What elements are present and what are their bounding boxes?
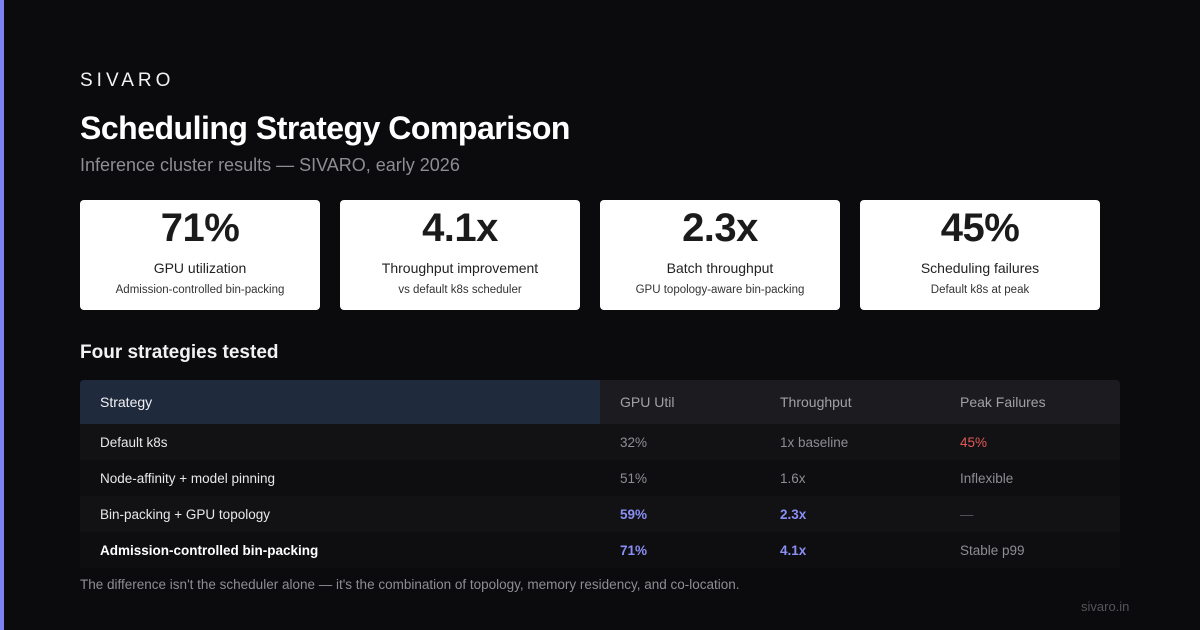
table-row: Bin-packing + GPU topology 59% 2.3x —	[80, 496, 1120, 532]
site-url: sivaro.in	[1081, 599, 1130, 614]
section-title: Four strategies tested	[80, 342, 279, 363]
cell-peak-failures: —	[960, 506, 974, 522]
stat-card-gpu-utilization: 71% GPU utilization Admission-controlled…	[80, 200, 320, 310]
stat-sublabel: Admission-controlled bin-packing	[115, 284, 285, 296]
stat-value: 71%	[160, 206, 240, 250]
column-header-peak-failures: Peak Failures	[960, 394, 1046, 410]
table-header: Strategy GPU Util Throughput Peak Failur…	[80, 380, 1120, 424]
stat-value: 45%	[940, 206, 1020, 250]
table-row: Default k8s 32% 1x baseline 45%	[80, 424, 1120, 460]
stat-label: GPU utilization	[153, 260, 247, 276]
column-header-throughput: Throughput	[780, 394, 852, 410]
stat-label: Throughput improvement	[381, 260, 539, 276]
stat-card-batch-throughput: 2.3x Batch throughput GPU topology-aware…	[600, 200, 840, 310]
column-header-strategy: Strategy	[80, 380, 600, 424]
cell-strategy: Bin-packing + GPU topology	[100, 506, 270, 522]
cell-gpu-util: 32%	[620, 434, 648, 450]
cell-gpu-util: 51%	[620, 470, 648, 486]
stat-sublabel: Default k8s at peak	[930, 284, 1030, 296]
table-row: Node-affinity + model pinning 51% 1.6x I…	[80, 460, 1120, 496]
strategies-table: Strategy GPU Util Throughput Peak Failur…	[80, 380, 1120, 568]
stat-sublabel: vs default k8s scheduler	[398, 284, 522, 296]
page-title: Scheduling Strategy Comparison	[80, 110, 570, 146]
accent-bar	[0, 0, 4, 630]
stat-sublabel: GPU topology-aware bin-packing	[635, 284, 805, 296]
stat-label: Batch throughput	[666, 260, 774, 276]
cell-throughput: 1x baseline	[780, 434, 849, 450]
stat-cards: 71% GPU utilization Admission-controlled…	[80, 200, 1100, 310]
cell-peak-failures: Inflexible	[960, 470, 1014, 486]
page-subtitle: Inference cluster results — SIVARO, earl…	[80, 155, 460, 175]
stat-value: 2.3x	[682, 206, 758, 250]
footnote: The difference isn't the scheduler alone…	[80, 577, 740, 592]
cell-strategy: Admission-controlled bin-packing	[100, 542, 319, 558]
brand-logo-text: SIVARO	[80, 70, 175, 91]
cell-strategy: Node-affinity + model pinning	[100, 470, 275, 486]
cell-peak-failures: 45%	[960, 434, 988, 450]
cell-throughput: 4.1x	[780, 542, 807, 558]
cell-gpu-util: 71%	[620, 542, 648, 558]
cell-strategy: Default k8s	[100, 434, 168, 450]
cell-throughput: 2.3x	[780, 506, 807, 522]
column-header-gpu-util: GPU Util	[620, 394, 675, 410]
table-row: Admission-controlled bin-packing 71% 4.1…	[80, 532, 1120, 568]
stat-label: Scheduling failures	[920, 260, 1040, 276]
stat-card-throughput-improvement: 4.1x Throughput improvement vs default k…	[340, 200, 580, 310]
stat-card-scheduling-failures: 45% Scheduling failures Default k8s at p…	[860, 200, 1100, 310]
cell-gpu-util: 59%	[620, 506, 648, 522]
stat-value: 4.1x	[422, 206, 498, 250]
cell-throughput: 1.6x	[780, 470, 806, 486]
cell-peak-failures: Stable p99	[960, 542, 1025, 558]
